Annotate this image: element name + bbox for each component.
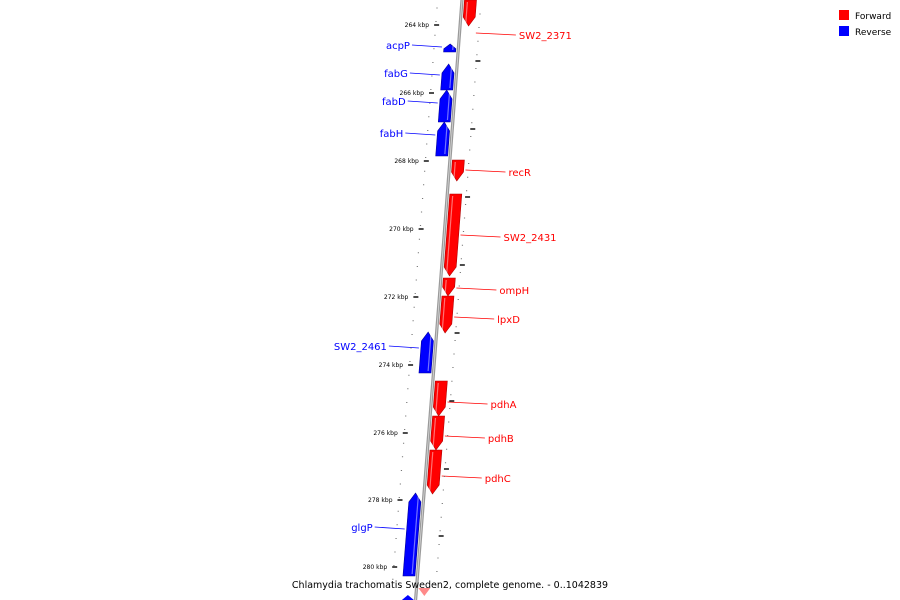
gene-leader-line (405, 132, 436, 136)
gene-label[interactable]: SW2_2461 (334, 342, 387, 353)
gene-leader-line (447, 401, 488, 405)
gene-arrow-shine (427, 333, 432, 372)
gene-sw2-2461[interactable]: SW2_2461 (334, 331, 434, 374)
axis-tick-label: 280 kbp (363, 564, 388, 571)
gene-arrow[interactable] (443, 193, 463, 277)
gene-arrow[interactable] (426, 449, 443, 495)
gene-label[interactable]: glgP (351, 523, 373, 534)
gene-partial-reverse (401, 595, 414, 600)
legend-swatch-reverse (839, 26, 849, 36)
gene-leader-line (465, 169, 506, 173)
gene-leader-line (441, 475, 482, 479)
gene-arrow[interactable] (437, 89, 453, 123)
gene-leader-line (388, 345, 419, 349)
genome-caption: Chlamydia trachomatis Sweden2, complete … (292, 580, 608, 591)
gene-omph[interactable]: ompH (442, 277, 530, 297)
gene-arrow[interactable] (433, 380, 448, 417)
gene-label[interactable]: pdhB (488, 434, 514, 445)
gene-label[interactable]: acpP (386, 41, 410, 52)
legend-label-forward: Forward (855, 12, 891, 22)
gene-arrow-shine (465, 1, 468, 25)
gene-arrow[interactable] (443, 43, 457, 53)
axis-tick-label: 276 kbp (373, 430, 398, 437)
gene-arrow[interactable] (435, 121, 450, 157)
axis-tick-label: 274 kbp (379, 362, 404, 369)
gene-label[interactable]: lpxD (497, 315, 520, 326)
gene-leader-line (475, 32, 516, 36)
gene-leader-line (411, 44, 442, 48)
backbone-layer (413, 0, 464, 600)
gene-label[interactable]: SW2_2431 (504, 233, 557, 244)
gene-lpxd[interactable]: lpxD (439, 295, 520, 334)
gene-arrow-shine (449, 65, 453, 89)
legend-label-reverse: Reverse (855, 28, 892, 38)
gene-label[interactable]: ompH (499, 286, 529, 297)
gene-arrow-shine (411, 494, 419, 575)
gene-arrow[interactable] (451, 159, 465, 182)
axis-tick-label: 272 kbp (384, 294, 409, 301)
gene-arrow[interactable] (430, 415, 445, 451)
gene-arrow[interactable] (439, 295, 455, 334)
gene-label[interactable]: pdhC (485, 474, 511, 485)
gene-arrow-shine (453, 161, 456, 180)
axis-tick-label: 270 kbp (389, 226, 414, 233)
legend-swatch-forward (839, 10, 849, 20)
gene-arrow-shine (444, 279, 447, 295)
gene-sw2-2431[interactable]: SW2_2431 (443, 193, 557, 277)
gene-arrow[interactable] (418, 331, 434, 374)
gene-partial-forward (418, 588, 431, 596)
gene-leader-line (456, 287, 497, 291)
gene-arrow-shine (429, 451, 434, 493)
gene-label[interactable]: pdhA (491, 400, 517, 411)
gene-label[interactable]: SW2_2371 (519, 31, 572, 42)
gene-pdhc[interactable]: pdhC (426, 449, 511, 495)
gene-leader-line (374, 526, 405, 530)
gene-label[interactable]: fabG (384, 69, 408, 80)
gene-leader-line (460, 234, 501, 238)
axis-tick-label: 278 kbp (368, 497, 393, 504)
gene-arrow-shine (446, 195, 454, 275)
axis-tick-label: 266 kbp (400, 90, 425, 97)
gene-acpp[interactable]: acpP (386, 41, 457, 53)
gene-arrow[interactable] (440, 63, 455, 91)
gene-arrow-shine (435, 382, 439, 415)
legend: Forward Reverse (839, 10, 892, 38)
gene-leader-line (454, 316, 495, 320)
gene-arrow-shine (432, 417, 437, 449)
axis-tick-label: 268 kbp (394, 158, 419, 165)
gene-label[interactable]: recR (508, 168, 531, 179)
gene-recr[interactable]: recR (451, 159, 531, 182)
gene-leader-line (444, 435, 485, 439)
gene-arrow-shine (444, 123, 448, 155)
gene-layer: SW2_2371 acpP fabG fabD fabH recR SW2_2431 ompH… (334, 0, 572, 600)
gene-label[interactable]: fabH (380, 129, 404, 140)
gene-fabh[interactable]: fabH (380, 121, 450, 157)
gene-fabg[interactable]: fabG (384, 63, 455, 91)
gene-pdha[interactable]: pdhA (433, 380, 517, 417)
tick-layer: 264 kbp 266 kbp 268 kbp 270 kbp 272 kbp 274 k… (363, 7, 481, 586)
axis-tick-label: 264 kbp (405, 22, 430, 29)
gene-arrow-shine (441, 297, 446, 332)
gene-arrow[interactable] (462, 0, 477, 27)
gene-label[interactable]: fabD (382, 97, 406, 108)
gene-arrow[interactable] (442, 277, 456, 297)
genome-backbone-highlight (415, 0, 463, 600)
gene-pdhb[interactable]: pdhB (430, 415, 514, 451)
gene-arrow[interactable] (402, 492, 422, 577)
gene-leader-line (407, 100, 438, 104)
gene-arrow-shine (446, 91, 451, 121)
gene-sw2-2371[interactable]: SW2_2371 (462, 0, 572, 42)
gene-glgp[interactable]: glgP (351, 492, 422, 577)
gene-leader-line (409, 72, 440, 76)
